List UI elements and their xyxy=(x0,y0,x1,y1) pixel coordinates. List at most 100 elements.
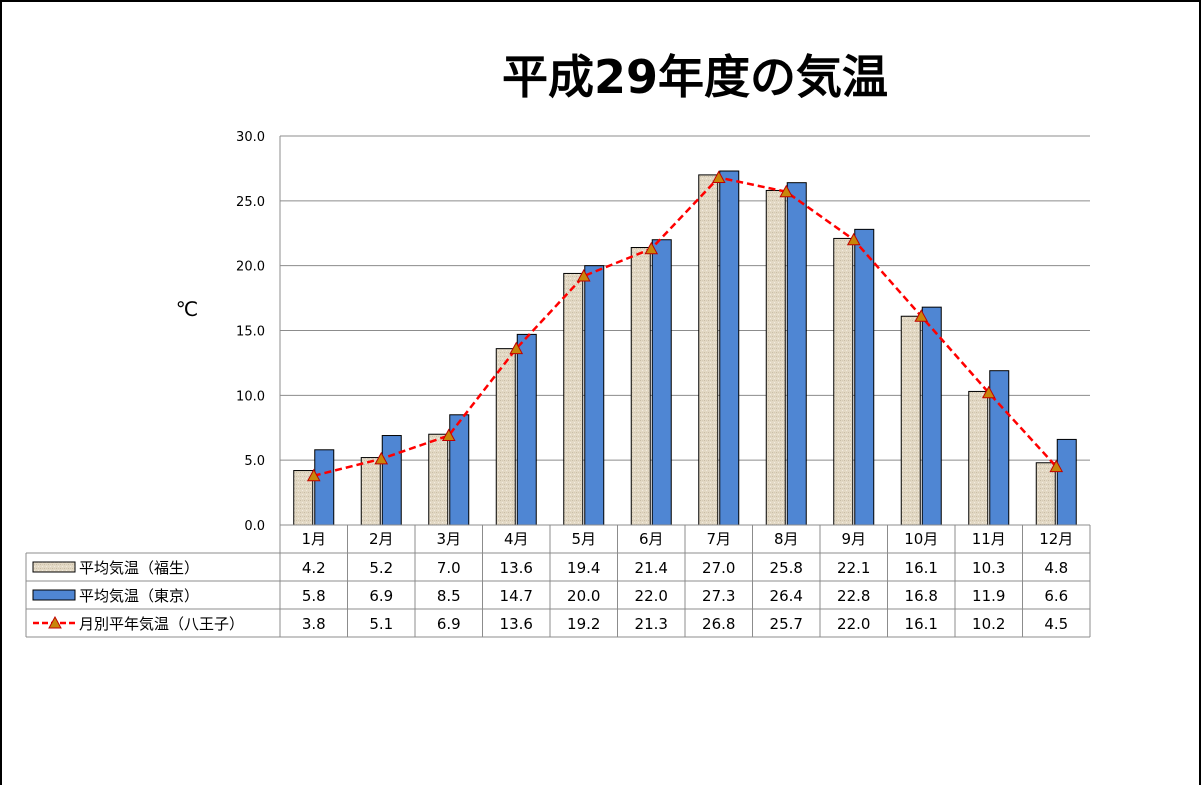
y-tick-label: 25.0 xyxy=(236,195,265,210)
legend-key xyxy=(32,589,76,601)
line-marker xyxy=(576,268,591,282)
data-label: 4.8 xyxy=(1044,559,1068,577)
data-label: 27.0 xyxy=(702,559,735,577)
bar xyxy=(495,348,516,526)
category-label: 9月 xyxy=(841,530,866,548)
bar xyxy=(854,228,875,526)
bar xyxy=(360,457,381,526)
line-marker xyxy=(441,428,456,442)
data-label: 21.4 xyxy=(635,559,668,577)
data-label: 19.2 xyxy=(567,615,600,633)
legend-key-marker xyxy=(48,615,62,629)
data-label: 10.2 xyxy=(972,615,1005,633)
category-label: 12月 xyxy=(1039,530,1073,548)
legend-entry: 平均気温（福生） xyxy=(79,559,199,577)
category-label: 2月 xyxy=(369,530,394,548)
category-label: 7月 xyxy=(706,530,731,548)
legend-entry: 平均気温（東京） xyxy=(79,587,199,605)
data-label: 6.9 xyxy=(437,615,461,633)
line-marker xyxy=(306,468,321,482)
bar xyxy=(765,189,786,526)
chart-title: 平成29年度の気温 xyxy=(502,50,888,104)
data-label: 20.0 xyxy=(567,587,600,605)
category-label: 10月 xyxy=(904,530,938,548)
line-marker xyxy=(1049,459,1064,473)
bar xyxy=(314,449,335,526)
data-label: 3.8 xyxy=(302,615,326,633)
data-label: 25.8 xyxy=(770,559,803,577)
line-marker xyxy=(914,309,929,322)
data-label: 13.6 xyxy=(500,615,533,633)
y-tick-label: 0.0 xyxy=(244,519,265,534)
data-label: 22.1 xyxy=(837,559,870,577)
data-label: 16.1 xyxy=(905,615,938,633)
category-label: 4月 xyxy=(504,530,529,548)
data-label: 26.4 xyxy=(770,587,803,605)
data-label: 5.1 xyxy=(369,615,393,633)
y-tick-label: 20.0 xyxy=(236,260,265,275)
bar xyxy=(428,433,449,526)
data-label: 6.9 xyxy=(369,587,393,605)
y-axis-label: ℃ xyxy=(176,297,198,321)
category-label: 6月 xyxy=(639,530,664,548)
bar xyxy=(786,182,807,526)
data-label: 13.6 xyxy=(500,559,533,577)
data-label: 26.8 xyxy=(702,615,735,633)
data-label: 16.1 xyxy=(905,559,938,577)
legend-entry: 月別平年気温（八王子） xyxy=(79,615,244,633)
bar xyxy=(698,174,719,526)
y-tick-label: 15.0 xyxy=(236,325,265,340)
line-series xyxy=(306,170,1064,482)
bar xyxy=(833,237,854,526)
y-tick-label: 5.0 xyxy=(244,454,265,469)
y-tick-label: 10.0 xyxy=(236,389,265,404)
data-label: 8.5 xyxy=(437,587,461,605)
data-label: 19.4 xyxy=(567,559,600,577)
line-marker xyxy=(374,451,389,465)
bar xyxy=(719,170,740,526)
data-label: 21.3 xyxy=(635,615,668,633)
data-label: 22.0 xyxy=(635,587,668,605)
data-label: 7.0 xyxy=(437,559,461,577)
y-tick-label: 30.0 xyxy=(236,130,265,145)
series-line xyxy=(313,176,1058,477)
data-label: 5.8 xyxy=(302,587,326,605)
category-label: 5月 xyxy=(571,530,596,548)
bar xyxy=(1056,438,1077,526)
line-marker xyxy=(981,385,996,399)
bar xyxy=(651,239,672,526)
bar xyxy=(381,435,402,526)
bar xyxy=(968,390,989,526)
line-marker xyxy=(779,184,794,198)
legend-key xyxy=(32,561,76,573)
category-label: 11月 xyxy=(972,530,1006,548)
data-label: 22.8 xyxy=(837,587,870,605)
data-label: 22.0 xyxy=(837,615,870,633)
category-label: 1月 xyxy=(301,530,326,548)
category-label: 3月 xyxy=(436,530,461,548)
category-label: 8月 xyxy=(774,530,799,548)
data-label: 5.2 xyxy=(369,559,393,577)
data-label: 25.7 xyxy=(770,615,803,633)
line-marker xyxy=(644,241,659,255)
bar xyxy=(584,265,605,526)
bar xyxy=(516,333,537,526)
line-marker xyxy=(509,341,524,355)
data-label: 14.7 xyxy=(500,587,533,605)
data-label: 6.6 xyxy=(1044,587,1068,605)
bar xyxy=(630,247,651,526)
y-axis-ticks: 0.0 5.0 10.0 15.0 20.0 25.0 30.0 xyxy=(236,130,265,534)
line-marker xyxy=(711,170,726,183)
bars xyxy=(293,170,1077,526)
data-label: 4.5 xyxy=(1044,615,1068,633)
data-label: 11.9 xyxy=(972,587,1005,605)
bar xyxy=(563,272,584,526)
bar xyxy=(900,315,921,526)
data-label: 10.3 xyxy=(972,559,1005,577)
bar xyxy=(921,306,942,526)
data-label: 16.8 xyxy=(905,587,938,605)
data-label: 27.3 xyxy=(702,587,735,605)
